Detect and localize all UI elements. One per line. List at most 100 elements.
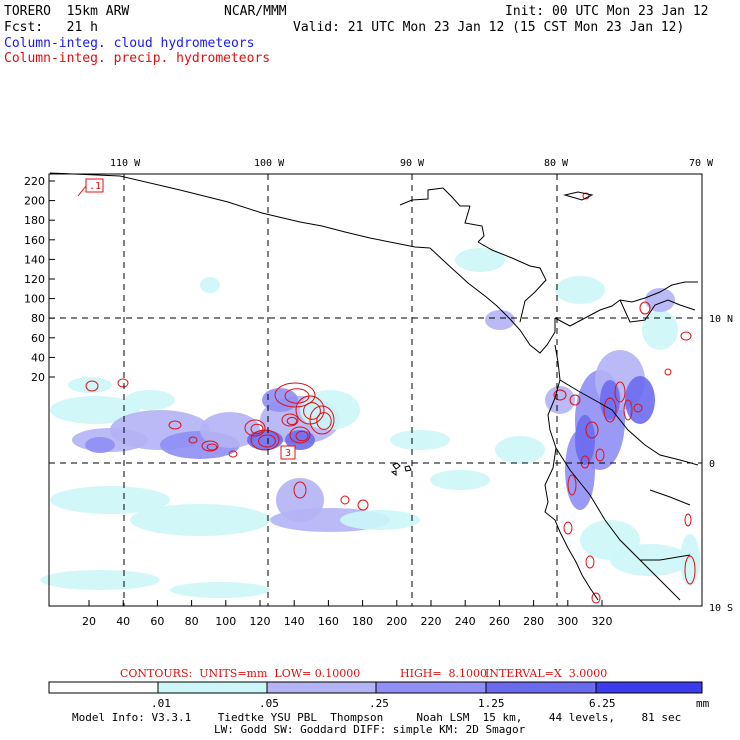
coastline-venezuela [619,299,696,323]
precip-contour [567,474,577,496]
x-tick-label: 180 [352,615,373,628]
y-tick-label: 180 [24,214,45,227]
y-tick-label: 200 [24,195,45,208]
y-tick-label: 20 [31,371,45,384]
contours-interval: INTERVAL=X 3.0000 [485,667,608,680]
precip-contour [286,416,298,426]
cloud-shade [40,570,160,590]
precip-contour [168,420,182,430]
lon-label-80w: 80 W [544,158,569,169]
precip-contour [295,430,309,442]
colorbar-segment [595,681,703,694]
x-tick-label: 200 [386,615,407,628]
coastline-gulf [399,187,444,206]
y-tick-label: 40 [31,351,45,364]
precip-contour [281,413,299,427]
cloud-shade [642,310,678,350]
y-tick-label: 140 [24,253,45,266]
precip-contour [85,380,99,392]
cloud-shade [455,248,505,272]
precip-contour [614,381,626,403]
init-time: Init: 00 UTC Mon 23 Jan 12 [505,4,709,19]
colorbar-segment [48,681,159,694]
precip-contour [639,301,651,315]
map-frame [48,173,703,607]
x-tick-label: 80 [185,615,199,628]
colorbar-label-05: .05 [259,697,279,710]
colorbar-segment [485,681,597,694]
precip-contour [228,450,238,458]
cloud-shade [555,276,605,304]
coastline-layer [49,172,699,601]
lon-label-70w: 70 W [689,158,714,169]
coastline-yucatan [464,205,485,243]
precip-contour [569,394,581,406]
x-tick-label: 60 [150,615,164,628]
coastline-central-america [429,247,556,354]
precip-contour [250,423,264,435]
x-tick-label: 260 [489,615,510,628]
precip-contour [591,592,601,604]
model-info-line2: LW: Godd SW: Goddard DIFF: simple KM: 2D… [214,723,526,736]
cuba [563,191,594,201]
precip-contour [664,368,672,376]
precip-contour [340,495,350,505]
model-title: TORERO 15km ARW [4,4,130,19]
cloud-shade [200,412,260,448]
precip-contour [585,555,595,569]
y-tick-label: 80 [31,312,45,325]
precip-contour [603,397,617,423]
cloud-shade [262,388,298,412]
field-precip-label: Column-integ. precip. hydrometeors [4,51,271,66]
colorbar-segment [375,681,487,694]
lon-label-90w: 90 W [400,158,425,169]
lat-label-10n: 10 N [709,314,733,325]
colorbar-segment [266,681,377,694]
precip-contour-layer [85,192,696,604]
cloud-shade [430,470,490,490]
x-tick-label: 120 [250,615,271,628]
precip-contour [188,436,198,444]
x-tick-label: 140 [284,615,305,628]
x-tick-label: 280 [523,615,544,628]
galapagos [390,462,412,476]
box-label-1: .1 [89,181,101,192]
box-label-3: 3 [285,448,291,459]
precip-contour [316,412,332,430]
cloud-shade [340,510,420,530]
colorbar [48,681,703,694]
cloud-shade [680,534,700,586]
precip-contour [357,499,369,511]
precip-contour [244,419,266,437]
x-tick-label: 40 [116,615,130,628]
colorbar-unit: mm [696,697,710,710]
cloud-shade [130,504,270,536]
y-tick-label: 60 [31,332,45,345]
precip-contour [250,429,280,451]
lon-label-110w: 110 W [110,158,141,169]
x-tick-label: 20 [82,615,96,628]
precip-contour [289,426,311,444]
x-tick-label: 220 [421,615,442,628]
center-title: NCAR/MMM [224,4,287,19]
colorbar-label-01: .01 [151,697,171,710]
colorbar-segment [157,681,268,694]
precip-contour [684,513,692,527]
field-cloud-label: Column-integ. cloud hydrometeors [4,36,255,51]
x-tick-label: 300 [557,615,578,628]
precip-contour [303,402,321,420]
x-tick-label: 100 [215,615,236,628]
precip-contour [684,555,696,585]
valid-time: Valid: 21 UTC Mon 23 Jan 12 (15 CST Mon … [293,20,685,35]
y-tick-label: 100 [24,293,45,306]
model-info-line1: Model Info: V3.3.1 Tiedtke YSU PBL Thomp… [72,711,682,724]
precip-contour [201,440,219,452]
cloud-shade [50,486,170,514]
cloud-shade [200,277,220,293]
cloud-shade [170,582,270,598]
y-tick-label: 120 [24,273,45,286]
lat-label-equator: 0 [709,459,715,470]
precip-contour [563,521,573,535]
precip-contour [585,421,599,439]
box-label-3-frame [280,445,296,460]
